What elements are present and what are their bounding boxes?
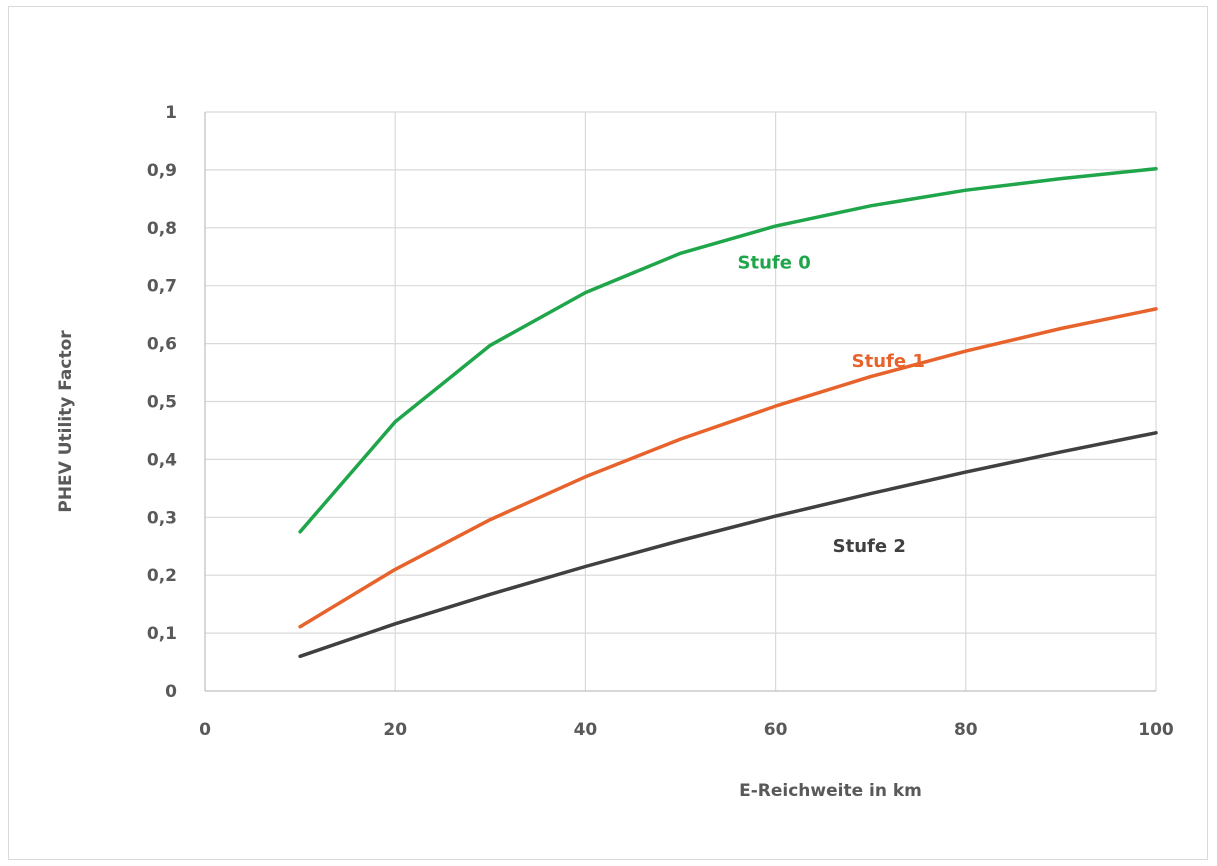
x-tick-label: 40 — [574, 720, 598, 740]
line-chart: 0 0,1 0,2 0,3 0,4 0,5 0,6 0,7 0,8 0,9 1 0 20 40 60 80 1… — [56, 103, 1174, 801]
chart-frame: 0 0,1 0,2 0,3 0,4 0,5 0,6 0,7 0,8 0,9 1 0 20 40 60 80 1… — [8, 6, 1208, 860]
y-tick-label: 0,3 — [147, 508, 177, 528]
series-labels: Stufe 0 Stufe 1 Stufe 2 — [738, 252, 925, 557]
x-tick-labels: 0 20 40 60 80 100 — [199, 720, 1174, 740]
series-line-2 — [298, 431, 1158, 659]
axes — [204, 112, 1156, 692]
y-tick-label: 1 — [165, 103, 177, 123]
grid-lines — [205, 111, 1157, 691]
y-tick-labels: 0 0,1 0,2 0,3 0,4 0,5 0,6 0,7 0,8 0,9 1 — [147, 103, 177, 702]
series-line-1 — [298, 307, 1158, 629]
series-label-2: Stufe 2 — [833, 536, 906, 557]
x-tick-label: 0 — [199, 720, 211, 740]
y-tick-label: 0,1 — [147, 624, 177, 644]
x-tick-label: 100 — [1138, 720, 1174, 740]
y-tick-label: 0,9 — [147, 161, 177, 181]
series-label-0: Stufe 0 — [738, 252, 811, 273]
y-tick-label: 0,5 — [147, 393, 177, 413]
x-axis-title: E-Reichweite in km — [739, 781, 922, 801]
x-tick-label: 60 — [764, 720, 788, 740]
x-tick-label: 20 — [383, 720, 407, 740]
y-tick-label: 0,2 — [147, 566, 177, 586]
series-label-1: Stufe 1 — [852, 351, 925, 372]
y-tick-label: 0,4 — [147, 450, 177, 470]
y-tick-label: 0,6 — [147, 335, 177, 355]
y-tick-label: 0,7 — [147, 277, 177, 297]
y-tick-label: 0,8 — [147, 219, 177, 239]
y-axis-title: PHEV Utility Factor — [56, 330, 76, 513]
series-line-0 — [298, 166, 1158, 534]
y-tick-label: 0 — [165, 682, 177, 702]
series-lines — [298, 166, 1158, 659]
x-tick-label: 80 — [954, 720, 978, 740]
